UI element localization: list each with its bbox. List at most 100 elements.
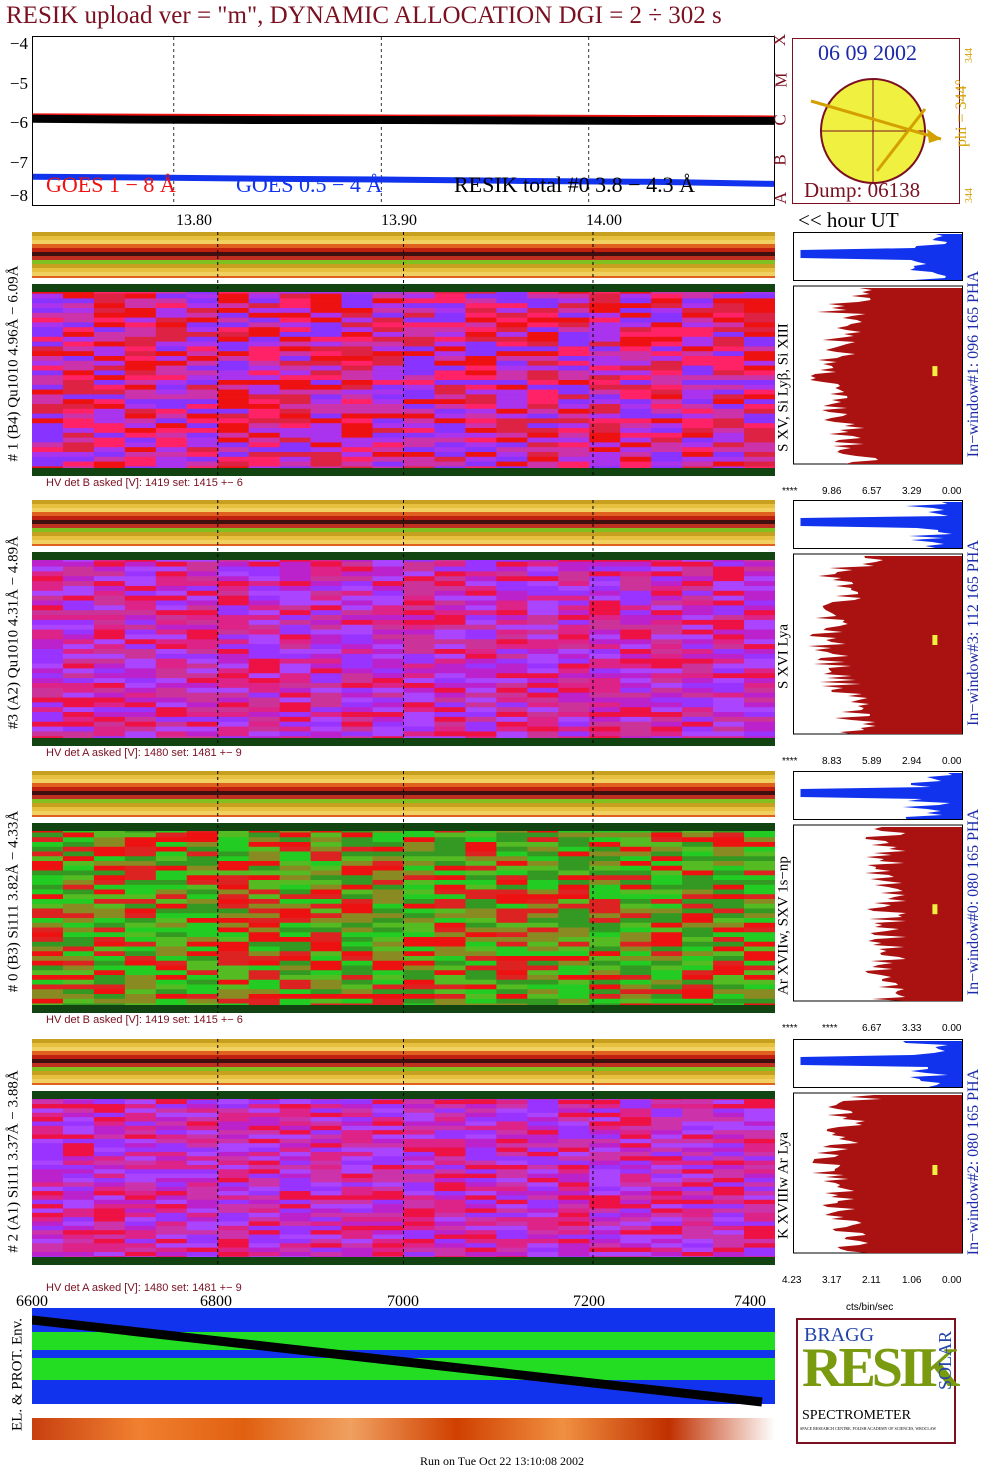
spectrogram-cell [124, 581, 157, 587]
spectrogram-cell [651, 581, 683, 587]
spectrogram-cell [372, 726, 404, 732]
spectrogram-cell [527, 423, 559, 429]
spectrogram-cell [124, 870, 157, 876]
spectrogram-cell [744, 998, 775, 1004]
spectrogram-cell [217, 1130, 250, 1135]
spectrogram-cell [465, 998, 497, 1004]
spectrogram-cell [248, 941, 281, 947]
spectrogram-cell [155, 346, 188, 352]
spectrogram-cell [124, 946, 157, 952]
spectrogram-cell [186, 561, 219, 568]
spectrogram-cell [496, 432, 528, 439]
spectrogram-cell [32, 1247, 64, 1253]
spectrogram-cell [341, 1164, 374, 1170]
spectrogram-cell [682, 842, 714, 848]
spectrogram-cell [124, 437, 157, 443]
spectrogram-cell [403, 1208, 435, 1214]
spectrogram-cell [341, 634, 374, 640]
spectrogram-cell [124, 721, 157, 728]
spectrogram-cell [434, 832, 466, 838]
spectrogram-cell [651, 1208, 683, 1214]
spectrogram-cell [589, 571, 621, 577]
spectrogram-cell [310, 832, 343, 838]
spectrogram-cell [527, 360, 559, 367]
spectrogram-cell [496, 856, 528, 862]
spectrogram-cell [341, 624, 374, 631]
wave-tick-3: 14.00 [586, 212, 622, 229]
spectrogram-cell [403, 668, 435, 674]
spectrogram-cell [589, 432, 621, 439]
spectrogram-cell [341, 384, 374, 391]
spectrogram-cell [620, 566, 652, 572]
spectrogram-cell [32, 851, 64, 857]
spectrogram-cell [682, 418, 714, 424]
spectrogram-cell [744, 1217, 775, 1222]
spectrogram-cell [620, 360, 652, 367]
spectrogram-cell [651, 1125, 683, 1131]
spectrogram-cell [341, 687, 374, 694]
spectrogram-cell [558, 692, 590, 698]
spectrogram-cell [620, 644, 652, 650]
spectrogram-cell [527, 566, 559, 572]
spectrogram-cell [589, 989, 621, 995]
spectrogram-cell [744, 461, 775, 467]
spectrogram-cell [713, 1099, 745, 1105]
sun-disk-plot [810, 78, 942, 184]
spectrogram-cell [341, 842, 374, 848]
spectrogram-cell [403, 1234, 435, 1240]
spectrogram-cell [372, 322, 404, 328]
spectrogram-cell [32, 889, 64, 895]
spectrogram-cell [217, 1108, 250, 1114]
spectrogram-cell [713, 293, 745, 299]
spectrogram-cell [558, 913, 590, 919]
spectrogram-cell [93, 918, 126, 924]
spectrogram-cell [279, 960, 312, 966]
spectrogram-cell [32, 423, 64, 429]
spectrogram-cell [651, 322, 683, 328]
spectrogram-cell [310, 913, 343, 919]
spectrogram-cell [589, 408, 621, 415]
spectrogram-cell [155, 1147, 188, 1153]
spectrogram-cell [558, 581, 590, 587]
spectrogram-cell [341, 1143, 374, 1149]
spectrogram-cell [682, 731, 714, 737]
spectrogram-cell [310, 418, 343, 424]
spectrogram-cell [155, 941, 188, 947]
spectrogram-cell [558, 668, 590, 674]
spectrogram-cell [744, 428, 775, 434]
spectrogram-cell [217, 1134, 250, 1140]
spectrogram-cell [124, 865, 157, 871]
spectrogram-cell [341, 566, 374, 572]
spectrogram-cell [527, 884, 559, 890]
spectrogram-cell [124, 678, 157, 684]
spectrogram-cell [713, 327, 745, 333]
spectrogram-cell [372, 1164, 404, 1170]
spectrogram-cell [434, 644, 466, 650]
spectrogram-cell [496, 442, 528, 448]
spectrogram-cell [217, 1182, 250, 1188]
spectrogram-cell [186, 585, 219, 592]
spectrogram-cell [527, 428, 559, 434]
spectrogram-cell [186, 437, 219, 443]
spectrogram-cell [279, 1212, 312, 1218]
spectrogram-cell [403, 1147, 435, 1153]
spectrogram-cell [651, 870, 683, 876]
spectrogram-cell [496, 1121, 528, 1127]
spectrogram-cell [32, 595, 64, 601]
spectrogram-cell [465, 922, 497, 928]
spectrogram-cell [341, 590, 374, 597]
spectrogram-cell [93, 922, 126, 928]
spectrogram-cell [589, 423, 621, 429]
spectrogram-edge-band [32, 1005, 775, 1013]
spectrogram-cell [341, 303, 374, 309]
spectrogram-cell [32, 581, 64, 587]
spectrogram-cell [62, 418, 95, 424]
spectrogram-cell [527, 615, 559, 621]
spectrogram-cell [682, 1099, 714, 1105]
spectrogram-cell [155, 712, 188, 718]
spectrogram-cell [279, 1186, 312, 1192]
spectrogram-cell [620, 712, 652, 718]
spectrogram-cell [186, 1243, 219, 1249]
spectrogram-cell [248, 998, 281, 1004]
spectrogram-cell [651, 336, 683, 343]
